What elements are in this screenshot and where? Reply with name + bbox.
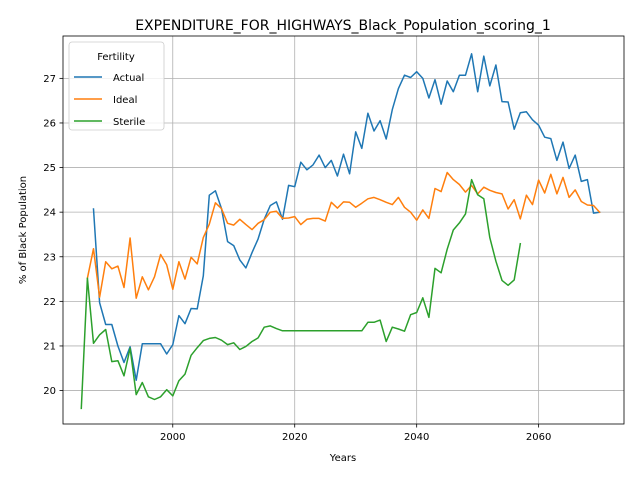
y-tick-label: 22: [43, 297, 56, 308]
y-tick-label: 24: [43, 208, 56, 219]
legend-label-actual: Actual: [113, 73, 144, 84]
x-tick-label: 2040: [404, 432, 429, 443]
y-tick-label: 26: [43, 118, 56, 129]
legend: Fertility Actual Ideal Sterile: [68, 41, 165, 131]
y-tick-label: 21: [43, 341, 56, 352]
grid-lines: [63, 36, 624, 424]
y-tick-label: 25: [43, 163, 56, 174]
x-axis-label: Years: [329, 453, 356, 464]
series-lines: [80, 53, 601, 410]
y-tick-label: 20: [43, 386, 56, 397]
plot-area: [62, 35, 625, 425]
y-tick-label: 23: [43, 252, 56, 263]
series-line-actual: [92, 53, 601, 382]
x-tick-label: 2020: [282, 432, 307, 443]
x-tick-label: 2000: [160, 432, 185, 443]
legend-frame: [68, 41, 165, 131]
chart-title: EXPENDITURE_FOR_HIGHWAYS_Black_Populatio…: [135, 18, 551, 34]
legend-label-ideal: Ideal: [113, 95, 137, 106]
legend-entries: Actual Ideal Sterile: [74, 73, 145, 128]
x-tick-label: 2060: [526, 432, 551, 443]
series-line-ideal: [86, 171, 601, 299]
legend-title: Fertility: [97, 52, 135, 63]
y-axis-label: % of Black Population: [18, 176, 29, 284]
x-axis: 2000 2020 2040 2060: [160, 424, 551, 443]
series-line-sterile: [80, 178, 522, 410]
y-axis: 20 21 22 23 24 25 26 27: [43, 74, 63, 397]
y-tick-label: 27: [43, 74, 56, 85]
legend-label-sterile: Sterile: [113, 117, 145, 128]
